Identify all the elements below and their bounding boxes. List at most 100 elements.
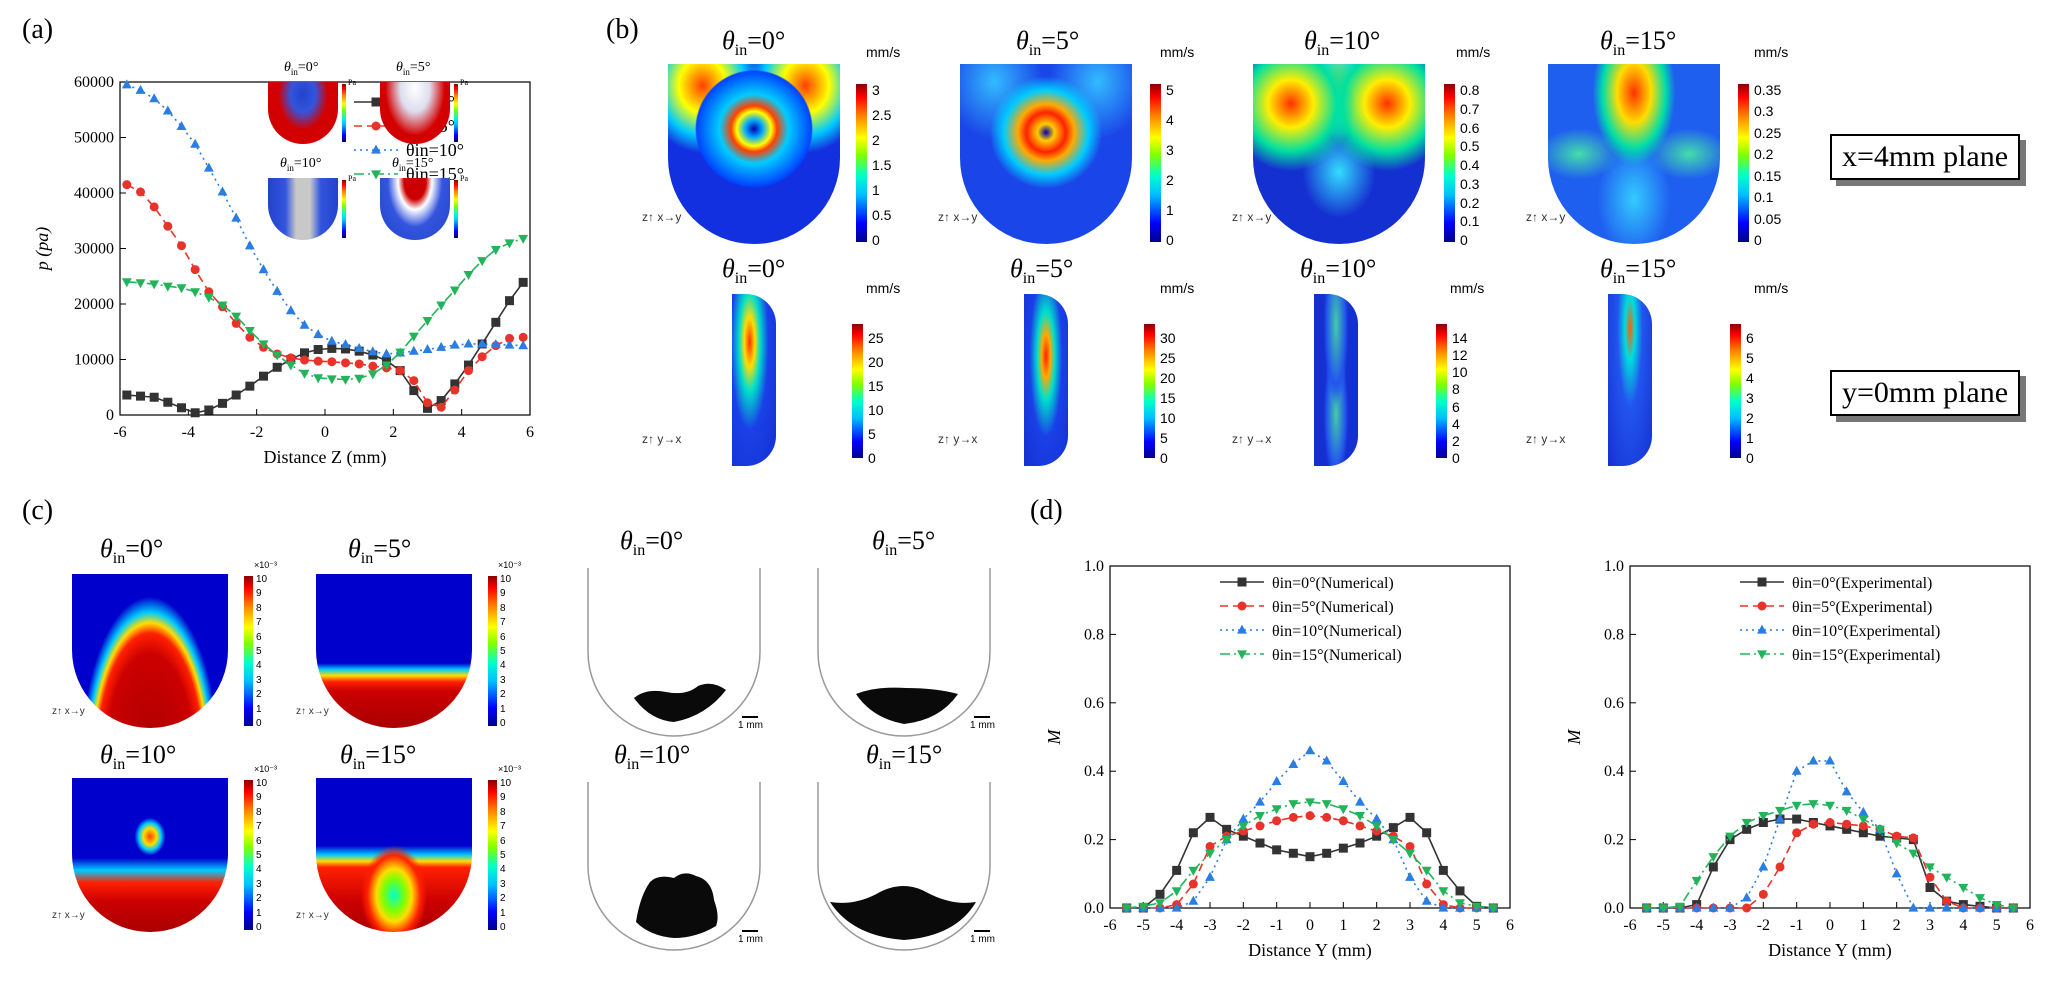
colorbar-tick-label: 0 bbox=[1166, 232, 1174, 248]
data-point bbox=[1842, 824, 1852, 834]
title-c-15: θin=15° bbox=[340, 740, 417, 774]
scale-bar bbox=[742, 930, 758, 932]
data-point bbox=[1858, 821, 1868, 831]
data-point bbox=[1725, 832, 1735, 842]
data-point bbox=[1438, 902, 1449, 912]
series-line bbox=[1126, 814, 1494, 909]
data-point bbox=[177, 241, 186, 251]
data-point bbox=[1438, 865, 1448, 875]
legend-entry: θin=15°(Numerical) bbox=[1272, 647, 1402, 664]
data-point bbox=[1172, 865, 1182, 875]
colorbar-tick-label: 7 bbox=[256, 617, 262, 629]
colorbar-tick-label: 0 bbox=[1746, 450, 1754, 466]
data-point bbox=[231, 318, 241, 328]
y-axis-label: p (pa) bbox=[32, 227, 53, 273]
data-point bbox=[121, 278, 132, 288]
data-point bbox=[1188, 828, 1198, 838]
scale-bar bbox=[974, 930, 990, 932]
colorbar-tick-label: 0.25 bbox=[1754, 124, 1782, 141]
colorbar-tick-label: 25 bbox=[1160, 350, 1176, 366]
colorbar-tick-label: 6 bbox=[256, 631, 262, 643]
colorbar-exponent: ×10⁻³ bbox=[254, 560, 278, 570]
data-point bbox=[504, 339, 515, 349]
colorbar-tick-label: 6 bbox=[1452, 398, 1460, 415]
data-point bbox=[149, 202, 159, 212]
series-line bbox=[126, 183, 524, 409]
data-point bbox=[286, 353, 296, 363]
unit-label: mm/s bbox=[1754, 280, 1789, 296]
colorbar-tick-label: 0 bbox=[500, 922, 506, 933]
data-point bbox=[1322, 812, 1332, 822]
scale-bar-label: 1 mm bbox=[738, 934, 763, 945]
data-point bbox=[1891, 839, 1902, 849]
data-point bbox=[162, 105, 173, 115]
data-point bbox=[1355, 796, 1365, 806]
colorbar-tick-label: 3 bbox=[256, 674, 262, 686]
data-point bbox=[436, 396, 446, 406]
colorbar-tick-label: 1 bbox=[1166, 202, 1174, 218]
y-tick-label: 0 bbox=[106, 407, 114, 424]
data-point bbox=[436, 341, 447, 351]
x-tick-label: -1 bbox=[1270, 917, 1283, 934]
data-point bbox=[162, 282, 173, 292]
data-point bbox=[1791, 801, 1802, 811]
data-point bbox=[1975, 902, 1985, 912]
colorbar-tick-label: 0.1 bbox=[1460, 213, 1480, 230]
colorbar-tick-label: 1 bbox=[256, 703, 262, 715]
colorbar-c-5 bbox=[488, 576, 497, 726]
data-point bbox=[518, 277, 528, 287]
colorbar-tick-label: 5 bbox=[500, 850, 506, 861]
velocity-map-y0-15 bbox=[1608, 294, 1652, 466]
data-point bbox=[136, 187, 145, 197]
data-point bbox=[1371, 822, 1382, 832]
velocity-map-x4-0 bbox=[668, 64, 840, 244]
colorbar-tick-label: 1 bbox=[1746, 430, 1754, 446]
data-point bbox=[450, 385, 460, 395]
data-point bbox=[1742, 824, 1752, 834]
x-tick-label: -2 bbox=[1237, 917, 1250, 934]
data-point bbox=[1422, 828, 1432, 838]
x-tick-label: 0 bbox=[321, 424, 329, 441]
data-point bbox=[1725, 902, 1735, 912]
plane-label-x4: x=4mm plane bbox=[1830, 134, 2021, 180]
y-tick-label: 20000 bbox=[74, 296, 114, 313]
data-point bbox=[1305, 852, 1315, 862]
data-point bbox=[449, 286, 460, 296]
data-point bbox=[1958, 883, 1969, 893]
data-point bbox=[1305, 745, 1315, 755]
colorbar-tick-label: 14 bbox=[1452, 330, 1468, 346]
colorbar-tick-label: 1.5 bbox=[872, 157, 892, 173]
data-point bbox=[477, 338, 488, 348]
y-tick-label: 1.0 bbox=[1084, 558, 1104, 575]
data-point bbox=[231, 390, 241, 400]
colorbar-tick-label: 3 bbox=[1746, 390, 1754, 406]
x-tick-label: 2 bbox=[1893, 917, 1901, 934]
legend-entry: θin=10°(Experimental) bbox=[1792, 623, 1940, 640]
data-point bbox=[1221, 836, 1232, 845]
chart-d-experimental: -6 -5 -4 -3 -2 -1 0 1 2 3 4 5 6 0.0 0.2 0.4 0.6 0.8 1.0 Dis… bbox=[1564, 558, 2034, 961]
unit-label: mm/s bbox=[1160, 44, 1195, 60]
axis-indicator: z↑ x→y bbox=[1526, 210, 1566, 224]
velocity-map-x4-5 bbox=[960, 64, 1132, 244]
colorbar-tick-label: 9 bbox=[256, 792, 262, 804]
data-point bbox=[244, 327, 255, 337]
data-point bbox=[149, 93, 160, 103]
inset-map-15 bbox=[380, 178, 450, 240]
data-point bbox=[1288, 812, 1298, 822]
data-point bbox=[313, 345, 323, 355]
unit-label: mm/s bbox=[1456, 44, 1491, 60]
data-point bbox=[1288, 848, 1298, 858]
data-point bbox=[1271, 776, 1282, 786]
data-point bbox=[299, 319, 310, 329]
data-point bbox=[245, 381, 255, 391]
legend-entry: θin=5°(Experimental) bbox=[1792, 599, 1932, 616]
data-point bbox=[1842, 819, 1852, 829]
y-tick-label: 30000 bbox=[74, 241, 114, 258]
data-point bbox=[371, 121, 381, 131]
data-point bbox=[1455, 886, 1465, 896]
data-point bbox=[176, 284, 187, 294]
colorbar-tick-label: 2 bbox=[256, 689, 262, 701]
x-tick-label: 0 bbox=[1306, 917, 1314, 934]
inset-title-15: θin=15° bbox=[392, 156, 434, 173]
data-point bbox=[381, 361, 392, 371]
